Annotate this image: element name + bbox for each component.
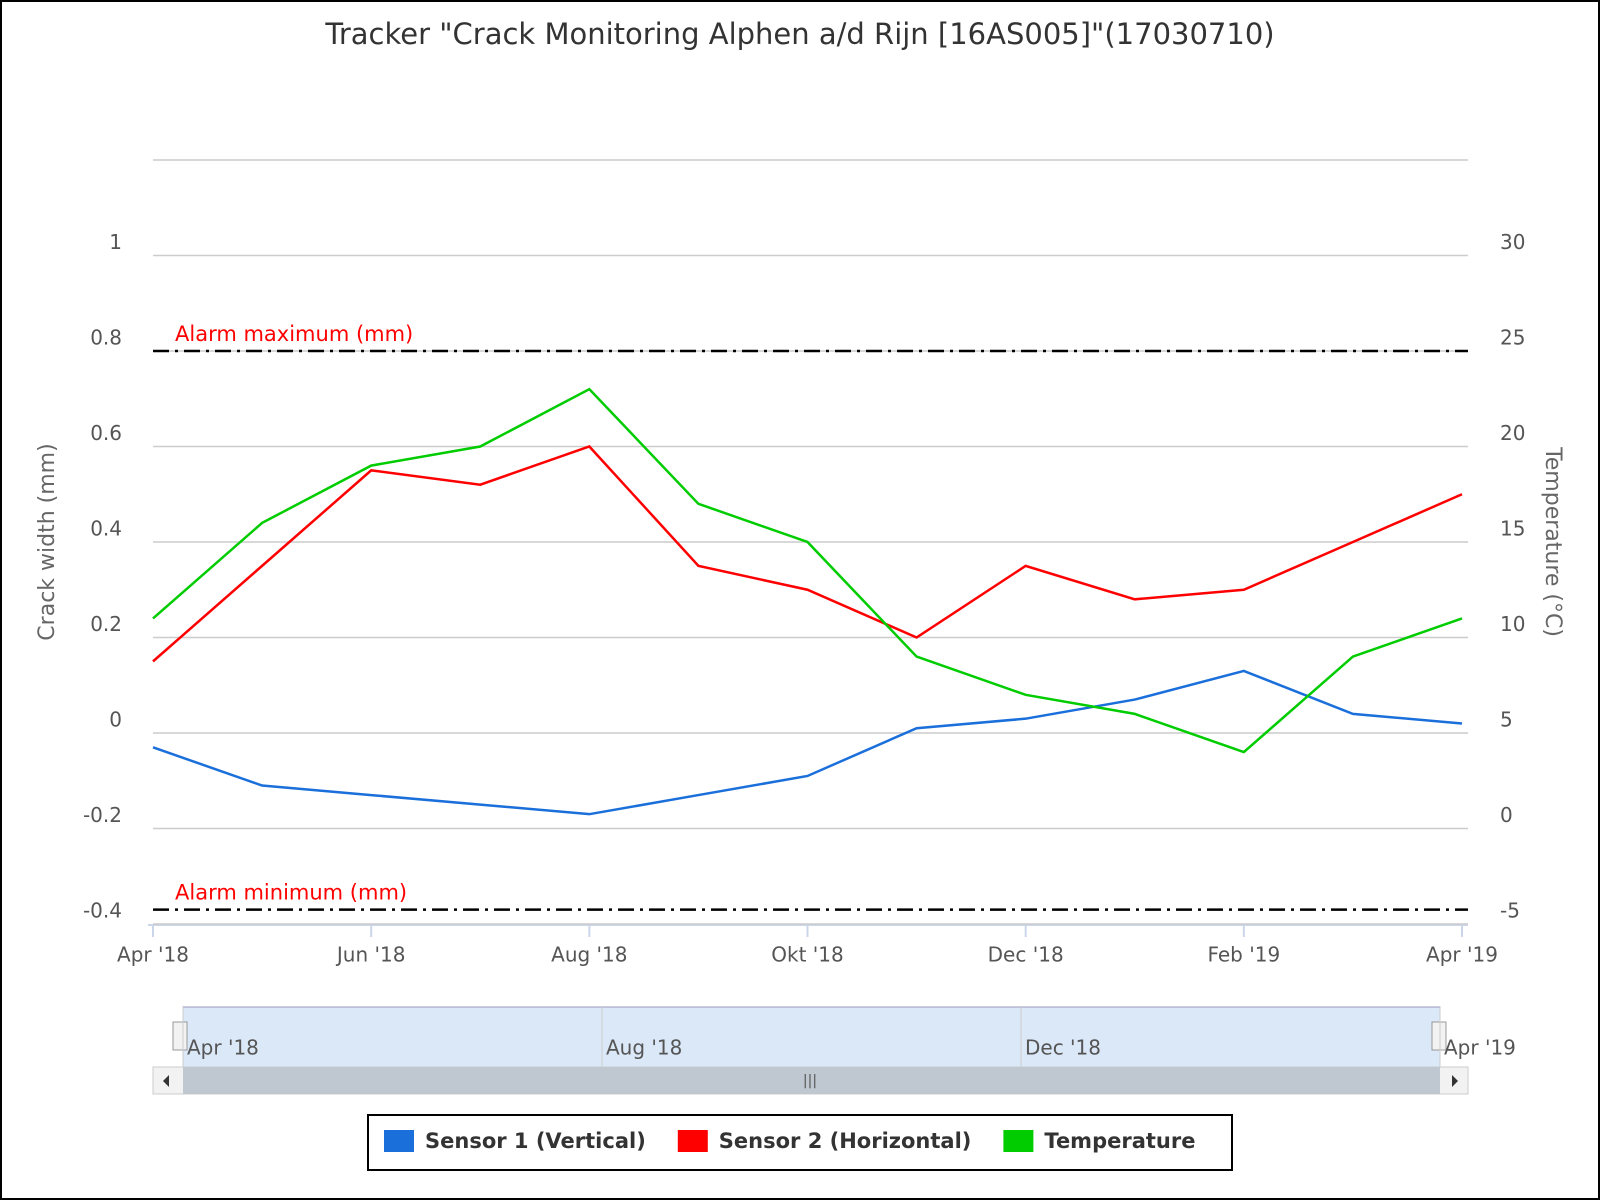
x-tick-label: Dec '18 [988,943,1064,967]
y-tick-label: 0.6 [90,421,122,445]
y-tick-label: 0 [109,708,122,732]
y2-tick-label: 5 [1500,708,1513,732]
legend-label: Temperature [1044,1129,1195,1153]
y2-tick-label: 10 [1500,612,1525,636]
y-tick-label: -0.4 [83,899,122,923]
series-line [152,669,1463,816]
y-tick-label: 1 [109,230,122,254]
navigator-handle[interactable] [172,1021,188,1051]
alarm-label: Alarm maximum (mm) [175,322,413,346]
x-tick-label: Apr '18 [117,943,189,967]
y2-axis-label: Temperature (°C) [1540,446,1565,637]
legend-swatch [1003,1130,1034,1152]
y2-tick-label: 15 [1500,517,1525,541]
x-tick-label: Jun '18 [335,943,406,967]
scrollbar-grip: ||| [803,1073,817,1089]
legend-box [367,1114,1233,1171]
y-tick-label: 0.4 [90,517,122,541]
y2-tick-label: 25 [1500,326,1525,350]
navigator-window[interactable] [182,1006,1441,1068]
legend-label: Sensor 1 (Vertical) [425,1129,646,1153]
scroll-left[interactable] [163,1075,169,1087]
navigator-tick-label: Aug '18 [606,1036,682,1060]
chart-title: Tracker "Crack Monitoring Alphen a/d Rij… [324,17,1274,51]
x-tick-label: Feb '19 [1207,943,1280,967]
y-tick-label: 0.2 [90,612,122,636]
x-tick-label: Aug '18 [551,943,627,967]
scrollbar-thumb[interactable] [183,1067,1440,1094]
y2-tick-label: -5 [1500,899,1520,923]
y2-tick-label: 20 [1500,421,1525,445]
series-line [152,445,1463,663]
y-tick-label: -0.2 [83,803,122,827]
navigator-tick-label: Dec '18 [1025,1036,1101,1060]
x-tick-label: Okt '18 [771,943,843,967]
y-axis-label: Crack width (mm) [35,443,60,640]
navigator-tick-label: Apr '18 [187,1036,259,1060]
scroll-right[interactable] [1452,1075,1458,1087]
x-tick-label: Apr '19 [1426,943,1498,967]
y-tick-label: 0.8 [90,326,122,350]
navigator-tick-label: Apr '19 [1444,1036,1516,1060]
y2-tick-label: 30 [1500,230,1525,254]
legend-label: Sensor 2 (Horizontal) [719,1129,972,1153]
legend-swatch [384,1130,414,1152]
y2-tick-label: 0 [1500,803,1513,827]
alarm-label: Alarm minimum (mm) [175,881,407,905]
series-line [152,387,1463,754]
legend-swatch [677,1130,708,1152]
navigator-handle[interactable] [1431,1021,1447,1051]
